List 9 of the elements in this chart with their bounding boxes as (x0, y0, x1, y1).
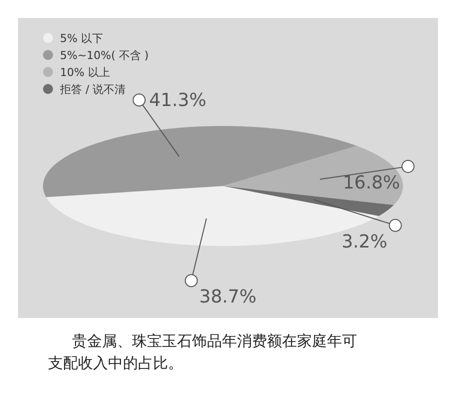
data-label: 41.3% (149, 90, 206, 111)
legend-label: 5% 以下 (60, 32, 103, 45)
legend-label: 10% 以上 (60, 66, 110, 79)
data-label: 38.7% (199, 286, 256, 308)
legend-label: 拒答 / 说不清 (59, 83, 126, 96)
data-label: 16.8% (342, 172, 400, 194)
legend-label: 5%~10%( 不含 ) (60, 49, 149, 62)
data-label: 3.2% (342, 231, 388, 252)
text: 贵金属、珠宝玉石饰品年消费额在家庭年可支配收入中的占比。 (48, 332, 357, 372)
